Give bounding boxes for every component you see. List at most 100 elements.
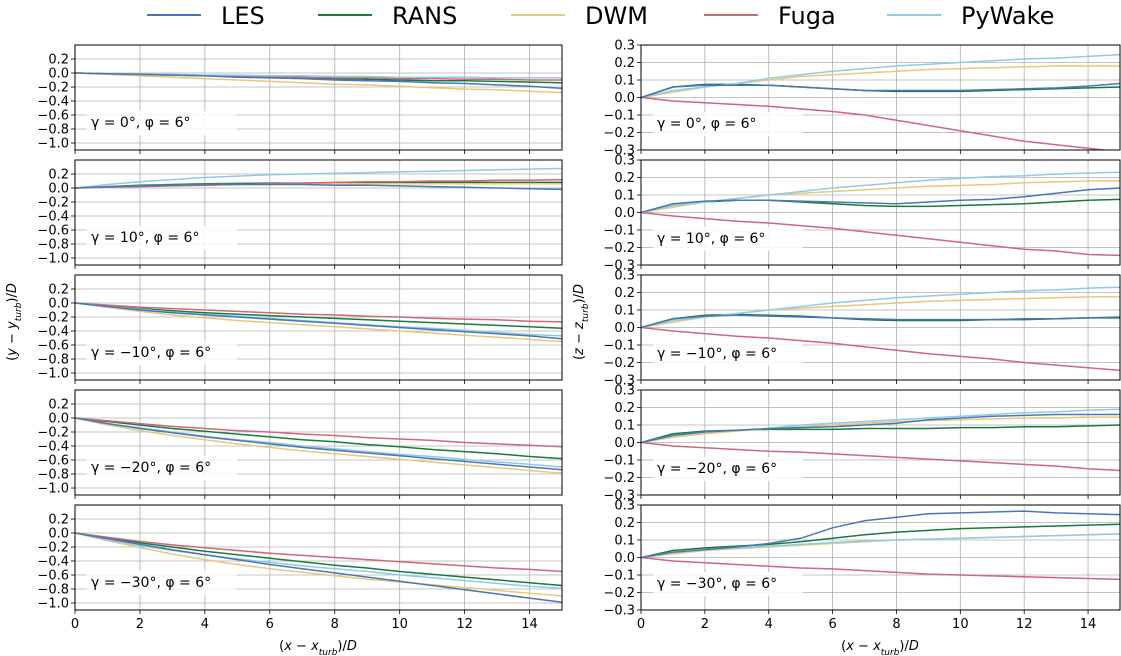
series-line-rans	[75, 532, 562, 587]
x-tick-label: 8	[892, 617, 900, 632]
series-line-les	[75, 417, 562, 471]
x-tick-label: 4	[201, 617, 209, 632]
annotation-box	[87, 456, 237, 480]
y-tick-label: −0.2	[37, 541, 69, 556]
y-tick-label: −0.4	[37, 555, 69, 570]
series-line-dwm	[75, 417, 562, 475]
y-tick-label: −1.0	[37, 597, 69, 612]
y-tick-label: 0.2	[48, 168, 69, 183]
x-tick-label: 4	[765, 617, 773, 632]
y-tick-label: −0.8	[37, 583, 69, 598]
y-tick-label: −0.2	[37, 426, 69, 441]
panel-z-row2: −0.3 −0.2 −0.1 0.0 0.1 0.2 0.3 γ = 10°, φ = 6°	[603, 154, 1121, 274]
y-tick-label: −0.2	[37, 196, 69, 211]
y-tick-label: 0.0	[48, 67, 69, 82]
y-tick-label: −0.2	[603, 471, 635, 486]
y-tick-label: −0.2	[37, 311, 69, 326]
axes-frame	[74, 274, 563, 381]
annotation-box	[653, 342, 803, 366]
left-y-axis-label: (y − yturb)/D	[5, 283, 24, 361]
y-tick-label: −0.8	[37, 238, 69, 253]
x-tick-label: 0	[637, 617, 645, 632]
series-line-les	[641, 82, 1120, 99]
axes-frame	[640, 159, 1121, 266]
series-line-dwm	[75, 72, 562, 94]
panel-z-row5: −0.3 −0.2 −0.1 0.0 0.1 0.2 0.3 0 2 4 6 8 10 12 14 γ = −…	[603, 499, 1121, 632]
series-line-fuga	[75, 417, 562, 448]
series-line-fuga	[641, 556, 1120, 581]
y-tick-label: 0.0	[48, 297, 69, 312]
legend-item-dwm: DWM	[511, 2, 648, 30]
y-tick-label: 0.1	[614, 534, 635, 549]
panel-y-row1: −1.0−0.8−0.6−0.4−0.20.00.2 γ = 0°, φ = 6°	[37, 44, 563, 154]
legend-label: Fuga	[778, 2, 836, 30]
series-line-les	[641, 314, 1120, 329]
y-tick-label: −0.2	[603, 356, 635, 371]
y-tick-label: −0.6	[37, 454, 69, 469]
annotation-box	[87, 226, 237, 250]
y-tick-label: −0.1	[603, 339, 635, 354]
panel-z-row4: −0.3 −0.2 −0.1 0.0 0.1 0.2 0.3 γ = −20°, φ = 6°	[603, 384, 1121, 504]
y-tick-label: −0.3	[603, 144, 635, 159]
series-line-pywake	[641, 286, 1120, 329]
right-y-axis-label: (z − zturb)/D	[572, 284, 591, 360]
y-tick-label: −1.0	[37, 252, 69, 267]
annotation-box	[87, 111, 237, 135]
series-line-fuga	[641, 441, 1120, 472]
y-tick-label: 0.1	[614, 189, 635, 204]
y-tick-label: 0.3	[614, 39, 635, 54]
series-line-fuga	[641, 326, 1120, 372]
series-line-pywake	[641, 533, 1120, 559]
panel-annotation: γ = 10°, φ = 6°	[91, 230, 199, 246]
y-tick-label: 0.0	[614, 436, 635, 451]
y-tick-label: 0.0	[48, 412, 69, 427]
panel-z-row1: −0.3 −0.2 −0.1 0.0 0.1 0.2 0.3 γ = 0°, φ = 6°	[603, 39, 1121, 159]
y-tick-label: −0.2	[37, 81, 69, 96]
y-tick-label: 0.2	[614, 401, 635, 416]
panel-y-row2: −1.0−0.8−0.6−0.4−0.20.00.2 γ = 10°, φ = 6…	[37, 159, 563, 269]
y-tick-label: −0.8	[37, 123, 69, 138]
series-line-fuga	[75, 302, 562, 323]
y-tick-label: 0.2	[48, 398, 69, 413]
series-line-dwm	[641, 180, 1120, 214]
series-line-dwm	[641, 65, 1120, 99]
legend-item-fuga: Fuga	[704, 2, 836, 30]
y-tick-label: −0.8	[37, 353, 69, 368]
y-tick-label: 0.3	[614, 384, 635, 399]
y-tick-label: 0.2	[48, 283, 69, 298]
x-tick-label: 14	[521, 617, 538, 632]
y-tick-label: 0.0	[614, 91, 635, 106]
y-tick-label: 0.0	[614, 206, 635, 221]
x-tick-label: 8	[331, 617, 339, 632]
y-tick-label: −0.2	[603, 586, 635, 601]
series-line-rans	[75, 302, 562, 329]
series-line-rans	[75, 417, 562, 460]
panels: −1.0−0.8−0.6−0.4−0.20.00.2γ = 0°, φ = 6°…	[37, 39, 1121, 632]
y-tick-label: 0.1	[614, 304, 635, 319]
series-line-les	[75, 183, 562, 191]
y-tick-label: −0.6	[37, 224, 69, 239]
series-line-dwm	[75, 532, 562, 597]
y-tick-label: 0.3	[614, 269, 635, 284]
legend-item-pywake: PyWake	[887, 2, 1054, 30]
series-line-dwm	[641, 416, 1120, 444]
annotation-box	[653, 112, 803, 136]
legend-label: DWM	[585, 2, 648, 30]
series-line-les	[75, 532, 562, 604]
x-tick-label: 2	[701, 617, 709, 632]
annotation-box	[653, 572, 803, 596]
series-line-pywake	[75, 167, 562, 189]
panel-annotation: γ = −10°, φ = 6°	[91, 345, 211, 361]
series-line-les	[641, 187, 1120, 214]
y-tick-label: −0.4	[37, 210, 69, 225]
y-tick-label: 0.2	[614, 286, 635, 301]
x-tick-label: 14	[1080, 617, 1097, 632]
series-line-fuga	[641, 96, 1111, 150]
series-line-pywake	[75, 532, 562, 590]
y-tick-label: −0.3	[603, 259, 635, 274]
y-tick-label: 0.0	[48, 182, 69, 197]
y-tick-label: −1.0	[37, 137, 69, 152]
y-tick-label: −0.2	[603, 241, 635, 256]
legend-item-rans: RANS	[318, 2, 457, 30]
